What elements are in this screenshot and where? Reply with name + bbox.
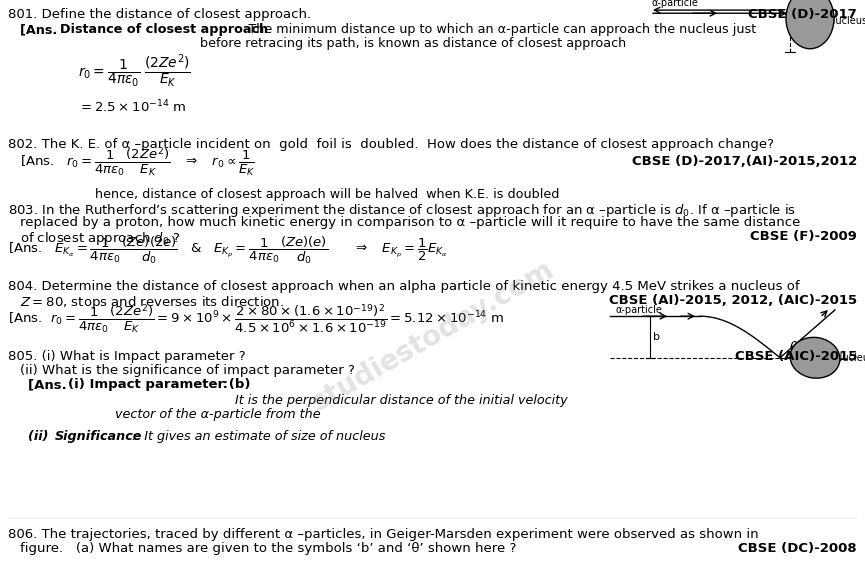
Text: (ii) What is the significance of impact parameter ?: (ii) What is the significance of impact … (20, 364, 355, 377)
Text: θ: θ (790, 342, 798, 354)
Text: vector of the α-particle from the: vector of the α-particle from the (115, 408, 321, 421)
Text: of closest approach $d_0$ ?: of closest approach $d_0$ ? (20, 230, 181, 247)
Text: studiestoday.com: studiestoday.com (306, 255, 559, 418)
Text: [Ans.   $r_0 = \dfrac{1}{4\pi\varepsilon_0} \dfrac{(2Ze^2)}{E_K}$   $\Rightarrow: [Ans. $r_0 = \dfrac{1}{4\pi\varepsilon_0… (20, 145, 255, 178)
Text: CBSE (D)-2017: CBSE (D)-2017 (748, 8, 857, 21)
Text: (i) Impact parameter (b): (i) Impact parameter (b) (68, 378, 251, 391)
Text: Distance of closest approach: Distance of closest approach (60, 23, 268, 36)
Text: :: : (218, 378, 228, 391)
Text: :  It gives an estimate of size of nucleus: : It gives an estimate of size of nucleu… (128, 430, 386, 443)
Text: [Ans.  $r_0=\dfrac{1}{4\pi\varepsilon_0} \dfrac{(2Ze^2)}{E_K} = 9 \times 10^9 \t: [Ans. $r_0=\dfrac{1}{4\pi\varepsilon_0} … (8, 302, 504, 335)
Text: α-particle: α-particle (615, 304, 662, 314)
Text: 804. Determine the distance of closest approach when an alpha particle of kineti: 804. Determine the distance of closest a… (8, 280, 799, 293)
Text: α-particle: α-particle (652, 0, 699, 8)
Text: Significance: Significance (55, 430, 143, 443)
Text: before retracing its path, is known as distance of closest approach: before retracing its path, is known as d… (200, 37, 626, 50)
Text: $= 2.5 \times 10^{-14}$ m: $= 2.5 \times 10^{-14}$ m (78, 99, 187, 115)
Text: CBSE (F)-2009: CBSE (F)-2009 (750, 230, 857, 243)
Text: 806. The trajectories, traced by different α –particles, in Geiger-Marsden exper: 806. The trajectories, traced by differe… (8, 528, 759, 541)
Text: CBSE (AIC)-2015: CBSE (AIC)-2015 (734, 350, 857, 363)
Text: $r_0 = \dfrac{1}{4\pi\varepsilon_0} \; \dfrac{(2Ze^2)}{E_K}$: $r_0 = \dfrac{1}{4\pi\varepsilon_0} \; \… (78, 53, 191, 90)
Text: 803. In the Rutherford’s scattering experiment the distance of closest approach : 803. In the Rutherford’s scattering expe… (8, 202, 796, 219)
Text: b: b (653, 332, 660, 342)
Text: figure.   (a) What names are given to the symbols ‘b’ and ‘θ’ shown here ?: figure. (a) What names are given to the … (20, 542, 516, 555)
Text: hence, distance of closest approach will be halved  when K.E. is doubled: hence, distance of closest approach will… (95, 188, 560, 201)
Text: 801. Define the distance of closest approach.: 801. Define the distance of closest appr… (8, 8, 311, 21)
Text: Nucleus: Nucleus (828, 16, 865, 26)
Text: Nucleus: Nucleus (835, 353, 865, 363)
Text: It is the perpendicular distance of the initial velocity: It is the perpendicular distance of the … (235, 394, 567, 407)
Text: replaced by a proton, how much kinetic energy in comparison to α –particle will : replaced by a proton, how much kinetic e… (20, 216, 800, 229)
Text: [Ans.: [Ans. (20, 23, 61, 36)
Ellipse shape (786, 0, 834, 49)
Text: $Z = 80$, stops and reverses its direction.: $Z = 80$, stops and reverses its directi… (20, 294, 284, 311)
Text: 802. The K. E. of α –particle incident on  gold  foil is  doubled.  How does the: 802. The K. E. of α –particle incident o… (8, 138, 774, 151)
Text: $r_0$: $r_0$ (794, 31, 805, 44)
Text: CBSE (DC)-2008: CBSE (DC)-2008 (739, 542, 857, 555)
Text: 805. (i) What is Impact parameter ?: 805. (i) What is Impact parameter ? (8, 350, 246, 363)
Text: CBSE (AI)-2015, 2012, (AIC)-2015: CBSE (AI)-2015, 2012, (AIC)-2015 (609, 294, 857, 307)
Text: CBSE (D)-2017,(AI)-2015,2012: CBSE (D)-2017,(AI)-2015,2012 (631, 155, 857, 168)
Ellipse shape (790, 338, 840, 378)
Text: :  The minimum distance up to which an α-particle can approach the nucleus just: : The minimum distance up to which an α-… (232, 23, 756, 36)
Text: [Ans.: [Ans. (28, 378, 72, 391)
Text: (ii): (ii) (28, 430, 53, 443)
Text: [Ans.   $E_{K_\alpha} = \dfrac{1}{4\pi\varepsilon_0} \dfrac{(Ze)(2e)}{d_0}$   & : [Ans. $E_{K_\alpha} = \dfrac{1}{4\pi\var… (8, 234, 448, 266)
